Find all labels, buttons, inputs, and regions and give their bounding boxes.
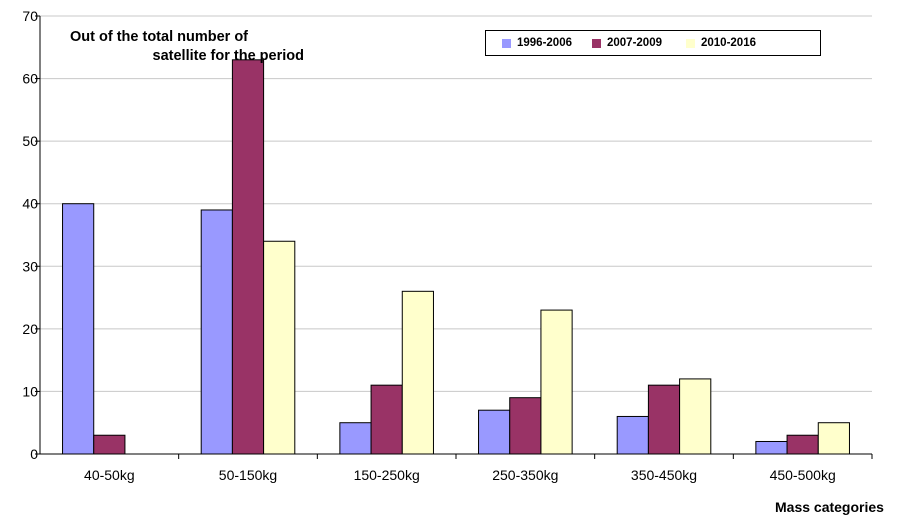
x-tick-label: 450-500kg: [770, 467, 836, 483]
chart-title-line-1: Out of the total number of: [70, 29, 249, 45]
chart-title: Out of the total number of satellite for…: [60, 28, 304, 66]
bar: [93, 434, 126, 455]
y-tick-label: 0: [30, 446, 38, 462]
legend-label-series-3: 2010-2016: [701, 37, 756, 49]
bar: [509, 397, 542, 455]
bar: [616, 415, 649, 455]
chart-title-line-2: satellite for the period: [152, 48, 304, 64]
legend-item-series-3: 2010-2016: [686, 37, 756, 49]
legend-item-series-2: 2007-2009: [592, 37, 662, 49]
bar: [647, 384, 681, 455]
bar: [200, 209, 233, 455]
legend-item-series-1: 1996-2006: [502, 37, 572, 49]
legend-swatch-series-3: [686, 38, 695, 48]
bar: [231, 59, 265, 455]
bar: [786, 434, 819, 455]
y-tick-label: 50: [22, 133, 38, 149]
x-tick-label: 40-50kg: [84, 467, 135, 483]
bar: [755, 440, 788, 455]
x-tick-label: 50-150kg: [219, 467, 277, 483]
legend-label-series-2: 2007-2009: [607, 37, 662, 49]
x-tick-label: 350-450kg: [631, 467, 697, 483]
legend-swatch-series-1: [502, 38, 511, 48]
bar: [401, 290, 434, 455]
legend: 1996-2006 2007-2009 2010-2016: [485, 30, 821, 56]
x-axis-title: Mass categories: [775, 499, 884, 515]
bar: [370, 384, 403, 455]
bar: [339, 422, 372, 455]
bar: [62, 203, 95, 455]
y-tick-label: 60: [22, 71, 38, 87]
y-tick-label: 30: [22, 258, 38, 274]
y-tick-label: 10: [22, 383, 38, 399]
bar: [679, 378, 712, 455]
y-tick-label: 40: [22, 196, 38, 212]
x-tick-label: 150-250kg: [354, 467, 420, 483]
x-tick-label: 250-350kg: [492, 467, 558, 483]
bar: [540, 309, 573, 455]
bar: [478, 409, 511, 455]
y-tick-label: 70: [22, 8, 38, 24]
legend-label-series-1: 1996-2006: [517, 37, 572, 49]
legend-swatch-series-2: [592, 38, 601, 48]
y-tick-label: 20: [22, 321, 38, 337]
bar: [263, 240, 296, 455]
bar: [817, 422, 850, 455]
